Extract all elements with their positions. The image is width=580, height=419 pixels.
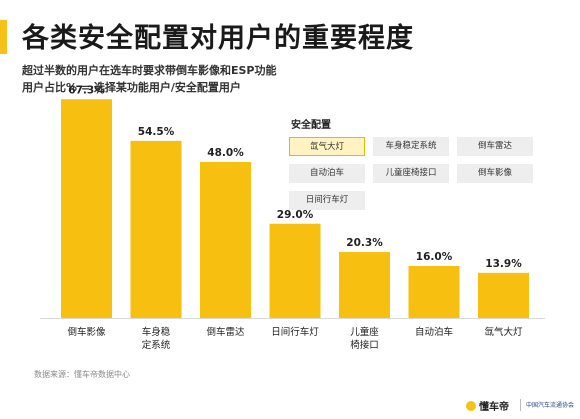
logo-mark-icon <box>466 401 476 411</box>
data-source: 数据来源：懂车帝数据中心 <box>34 370 130 379</box>
logo-divider <box>520 399 521 411</box>
bar-value-label: 20.3% <box>346 237 383 249</box>
association-logo: 中国汽车流通协会 <box>526 402 575 409</box>
bar <box>339 252 390 318</box>
bar-value-label: 13.9% <box>485 258 522 270</box>
category-label: 定系统 <box>142 339 171 351</box>
bar-value-label: 67.3% <box>68 84 105 96</box>
category-label: 自动泊车 <box>415 326 453 338</box>
legend-item[interactable]: 倒车雷达 <box>457 137 533 156</box>
bar <box>200 162 251 318</box>
bar <box>478 272 529 318</box>
legend-item[interactable]: 氙气大灯 <box>289 137 365 156</box>
category-label: 倒车雷达 <box>206 326 245 338</box>
bar <box>130 140 182 318</box>
legend-item[interactable]: 儿童座椅接口 <box>373 164 449 183</box>
logo-text: 懂车帝 <box>479 402 509 413</box>
bar-value-label: 16.0% <box>416 251 453 263</box>
bar-value-label: 48.0% <box>207 147 244 159</box>
legend-item[interactable]: 自动泊车 <box>289 164 365 183</box>
bar-value-label: 29.0% <box>277 209 314 221</box>
bar <box>408 266 460 318</box>
subtitle: 超过半数的用户在选车时要求带倒车影像和ESP功能 <box>22 64 277 77</box>
subtitle-formula: 用户占比% = 选择某功能用户/安全配置用户 <box>22 81 241 94</box>
category-label: 椅接口 <box>350 339 379 351</box>
legend-item[interactable]: 车身稳定系统 <box>373 137 449 156</box>
category-label: 儿童座 <box>350 326 379 338</box>
category-label: 日间行车灯 <box>271 326 319 338</box>
legend-item[interactable]: 日间行车灯 <box>289 191 365 210</box>
dongchedi-logo: 懂车帝 <box>466 398 509 413</box>
bar-value-label: 54.5% <box>138 126 175 138</box>
category-label: 车身稳 <box>142 326 171 338</box>
category-label: 倒车影像 <box>67 326 106 338</box>
title-accent-bar <box>0 20 7 54</box>
bar <box>61 99 112 319</box>
category-label: 氙气大灯 <box>484 326 523 338</box>
legend-item[interactable]: 倒车影像 <box>457 164 533 183</box>
page-title: 各类安全配置对用户的重要程度 <box>22 23 414 54</box>
bar <box>269 223 321 318</box>
legend-title: 安全配置 <box>291 120 331 131</box>
